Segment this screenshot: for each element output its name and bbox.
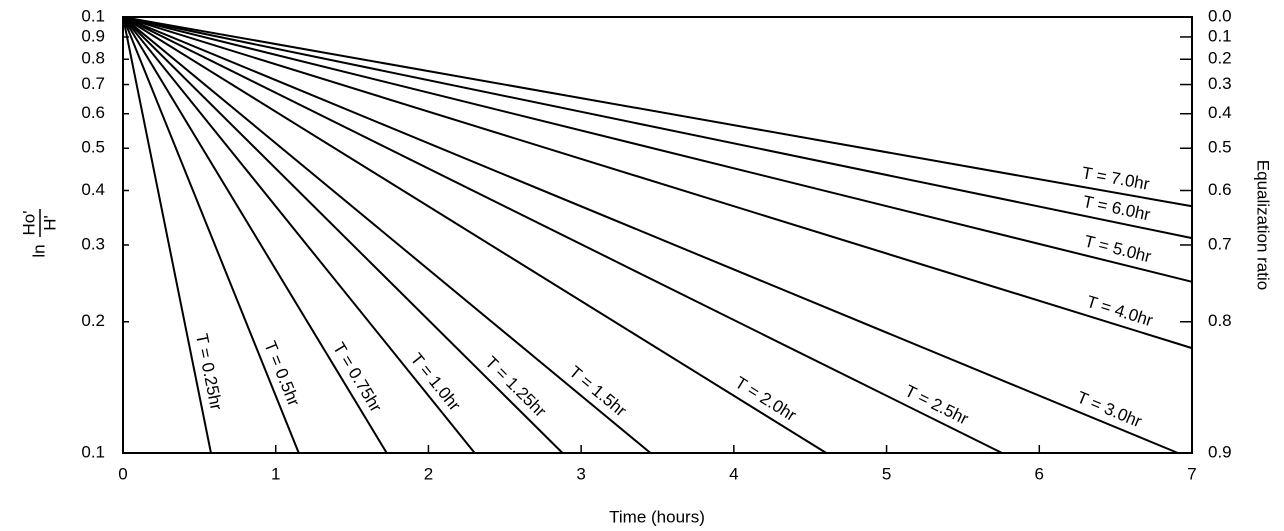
series-line — [122, 16, 652, 454]
x-tick-label: 5 — [882, 464, 891, 483]
y2-tick-label: 0.4 — [1208, 103, 1232, 122]
x-tick-label: 6 — [1035, 464, 1044, 483]
y2-axis-title: Equalization ratio — [1254, 160, 1273, 290]
series-line — [122, 16, 1003, 454]
series-line — [122, 16, 300, 454]
y-tick-label: 0.4 — [81, 180, 105, 199]
y-axis-title-denominator: H' — [40, 215, 59, 231]
y2-tick-label: 0.1 — [1208, 26, 1232, 45]
x-tick-label: 4 — [729, 464, 738, 483]
y-tick-label: 0.7 — [81, 74, 105, 93]
y-tick-label: 0.1 — [81, 6, 105, 25]
x-tick-label: 3 — [576, 464, 585, 483]
y-tick-label: 0.6 — [81, 103, 105, 122]
y-axis-title-prefix: ln — [29, 244, 48, 257]
series-label: T = 4.0hr — [1084, 292, 1155, 330]
series-line — [122, 16, 564, 454]
x-tick-label: 2 — [424, 464, 433, 483]
y-tick-label: 0.9 — [81, 26, 105, 45]
series-line — [122, 16, 388, 454]
series-label: T = 2.0hr — [732, 373, 800, 425]
y-tick-label: 0.2 — [81, 311, 105, 330]
y-tick-label: 0.1 — [81, 442, 105, 461]
plot-frame — [122, 16, 1193, 454]
series-label: T = 5.0hr — [1082, 232, 1153, 267]
series-label: T = 0.25hr — [192, 332, 226, 412]
y2-tick-label: 0.0 — [1208, 6, 1232, 25]
y-axis-title-numerator: Ho' — [19, 211, 38, 236]
series-line — [122, 16, 476, 454]
series-line — [122, 16, 1179, 454]
y2-tick-label: 0.9 — [1208, 442, 1232, 461]
y-tick-label: 0.5 — [81, 138, 105, 157]
series-line — [122, 16, 212, 454]
y2-tick-label: 0.3 — [1208, 74, 1232, 93]
series-line — [122, 16, 1193, 240]
series-line — [122, 16, 1193, 208]
x-tick-label: 0 — [118, 464, 127, 483]
y2-tick-label: 0.6 — [1208, 180, 1232, 199]
y2-tick-label: 0.7 — [1208, 234, 1232, 253]
y2-tick-label: 0.8 — [1208, 311, 1232, 330]
y-axis-title: ln Ho' H' — [19, 209, 59, 258]
series-label: T = 1.25hr — [481, 353, 550, 421]
x-tick-label: 1 — [271, 464, 280, 483]
series-line — [122, 16, 827, 454]
series-line — [122, 16, 1193, 350]
y2-tick-label: 0.5 — [1208, 138, 1232, 157]
series-line — [122, 16, 1193, 283]
x-tick-label: 7 — [1187, 464, 1196, 483]
y2-tick-label: 0.2 — [1208, 49, 1232, 68]
y-tick-label: 0.8 — [81, 49, 105, 68]
x-axis-title: Time (hours) — [609, 507, 705, 526]
y-tick-label: 0.3 — [81, 234, 105, 253]
